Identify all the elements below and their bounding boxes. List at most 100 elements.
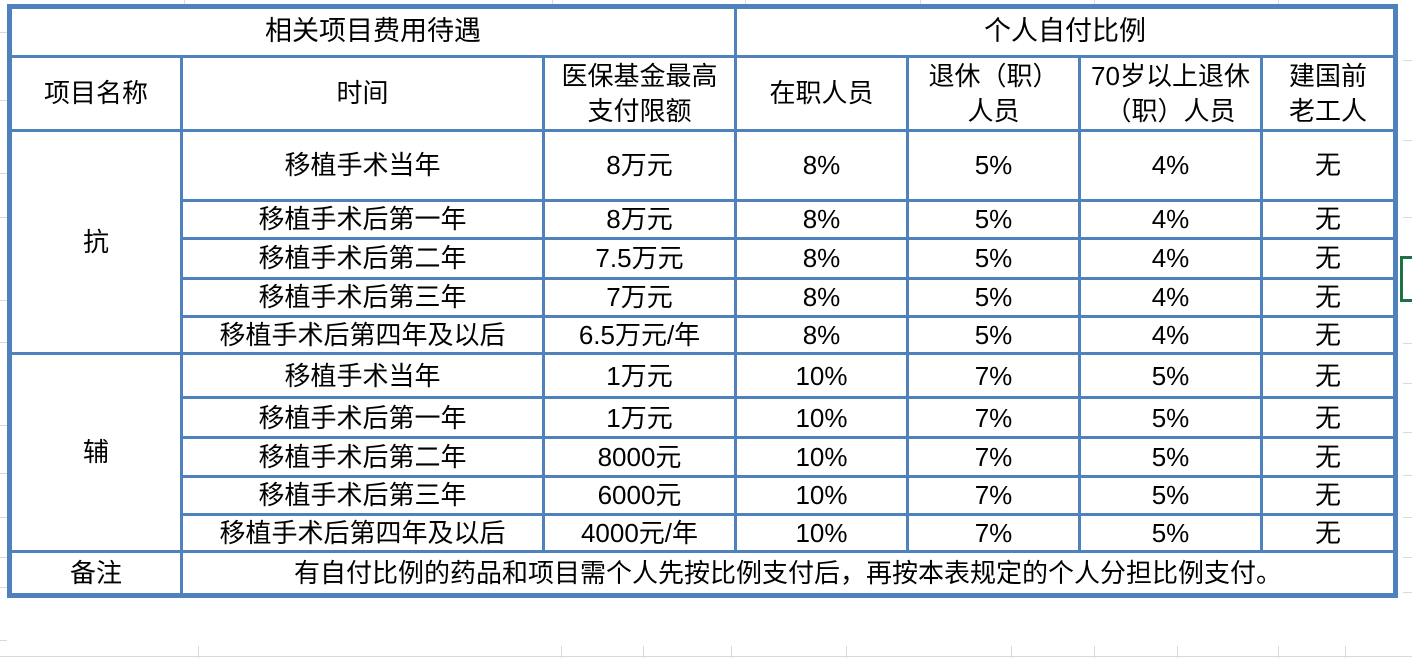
pct-cell-over70[interactable]: 5% <box>1078 352 1263 400</box>
time-cell[interactable]: 移植手术后第四年及以后 <box>180 314 545 356</box>
pct-cell-retired[interactable]: 5% <box>906 237 1081 280</box>
pct-cell-retired[interactable]: 7% <box>906 436 1081 479</box>
pct-cell-retired[interactable]: 7% <box>906 352 1081 400</box>
gridline-stub <box>0 173 7 174</box>
pre1949-cell[interactable]: 无 <box>1260 512 1397 553</box>
pct-cell-over70[interactable]: 4% <box>1078 277 1263 318</box>
limit-cell[interactable]: 8万元 <box>542 199 737 240</box>
table-row: 相关项目费用待遇 个人自付比例 <box>8 5 1397 58</box>
table-row: 移植手术后第三年 7万元 8% 5% 4% 无 <box>10 277 1397 318</box>
col-header-retired[interactable]: 退休（职） 人员 <box>906 55 1081 132</box>
gridline-stub <box>1094 0 1095 4</box>
pct-cell-over70[interactable]: 5% <box>1078 436 1263 479</box>
pct-cell-active[interactable]: 10% <box>734 396 909 440</box>
gridline-stub <box>731 646 732 658</box>
gridline-stub <box>1278 646 1279 658</box>
gridline-stub <box>1177 646 1178 658</box>
time-cell[interactable]: 移植手术后第三年 <box>180 277 545 318</box>
pre1949-cell[interactable]: 无 <box>1260 396 1397 440</box>
pre1949-cell[interactable]: 无 <box>1260 475 1397 516</box>
pre1949-cell[interactable]: 无 <box>1260 277 1397 318</box>
pct-cell-over70[interactable]: 4% <box>1078 237 1263 280</box>
pct-cell-over70[interactable]: 5% <box>1078 475 1263 516</box>
gridline-stub <box>1403 343 1412 344</box>
group-header-aux[interactable]: 辅 <box>8 352 183 553</box>
table-row: 移植手术后第四年及以后 6.5万元/年 8% 5% 4% 无 <box>10 314 1397 356</box>
gridline-stub <box>198 646 199 658</box>
pct-cell-active[interactable]: 10% <box>734 436 909 479</box>
pct-cell-active[interactable]: 8% <box>734 277 909 318</box>
pct-cell-over70[interactable]: 5% <box>1078 512 1263 553</box>
table-row: 辅 移植手术当年 1万元 10% 7% 5% 无 <box>8 352 1397 553</box>
time-cell[interactable]: 移植手术后第二年 <box>180 436 545 479</box>
time-cell[interactable]: 移植手术当年 <box>180 352 545 400</box>
gridline-stub <box>920 0 921 4</box>
col-header-retired-over-70[interactable]: 70岁以上退休 （职）人员 <box>1078 55 1263 132</box>
pct-cell-active[interactable]: 10% <box>734 475 909 516</box>
time-cell[interactable]: 移植手术后第四年及以后 <box>180 512 545 553</box>
col-header-time[interactable]: 时间 <box>180 55 545 132</box>
table-row: 移植手术后第一年 1万元 10% 7% 5% 无 <box>10 396 1397 440</box>
limit-cell[interactable]: 8万元 <box>542 129 737 202</box>
pct-cell-retired[interactable]: 7% <box>906 475 1081 516</box>
pre1949-cell[interactable]: 无 <box>1260 129 1397 202</box>
limit-cell[interactable]: 7.5万元 <box>542 237 737 280</box>
pct-cell-retired[interactable]: 5% <box>906 277 1081 318</box>
pct-cell-active[interactable]: 8% <box>734 129 909 202</box>
pct-cell-active[interactable]: 10% <box>734 512 909 553</box>
gridline-stub <box>1403 517 1412 518</box>
table-row: 备注 有自付比例的药品和项目需个人先按比例支付后，再按本表规定的个人分担比例支付… <box>8 549 1397 597</box>
col-header-pre-founding-workers[interactable]: 建国前 老工人 <box>1260 55 1397 132</box>
pct-cell-retired[interactable]: 5% <box>906 314 1081 356</box>
pct-cell-over70[interactable]: 5% <box>1078 396 1263 440</box>
col-header-project-name[interactable]: 项目名称 <box>8 55 183 132</box>
limit-cell[interactable]: 1万元 <box>542 352 737 400</box>
gridline-stub <box>1403 217 1412 218</box>
time-cell[interactable]: 移植手术后第一年 <box>180 199 545 240</box>
pct-cell-retired[interactable]: 5% <box>906 199 1081 240</box>
col-header-active-employees[interactable]: 在职人员 <box>734 55 909 132</box>
pct-cell-retired[interactable]: 7% <box>906 512 1081 553</box>
pct-cell-active[interactable]: 8% <box>734 314 909 356</box>
col-header-max-fund-payment[interactable]: 医保基金最高 支付限额 <box>542 55 737 132</box>
pct-cell-over70[interactable]: 4% <box>1078 199 1263 240</box>
table-row: 移植手术后第一年 8万元 8% 5% 4% 无 <box>10 199 1397 240</box>
limit-cell[interactable]: 1万元 <box>542 396 737 440</box>
limit-cell[interactable]: 6000元 <box>542 475 737 516</box>
time-cell[interactable]: 移植手术后第一年 <box>180 396 545 440</box>
gridline-stub <box>1278 0 1279 4</box>
limit-cell[interactable]: 7万元 <box>542 277 737 318</box>
table-row: 移植手术后第三年 6000元 10% 7% 5% 无 <box>10 475 1397 516</box>
section-header-self-pay-ratio[interactable]: 个人自付比例 <box>734 5 1397 58</box>
pre1949-cell[interactable]: 无 <box>1260 352 1397 400</box>
pct-cell-over70[interactable]: 4% <box>1078 314 1263 356</box>
group-header-anti[interactable]: 抗 <box>8 128 183 356</box>
gridline-stub <box>0 517 7 518</box>
pct-cell-active[interactable]: 8% <box>734 237 909 280</box>
gridline-stub <box>1345 646 1346 658</box>
note-text-cell[interactable]: 有自付比例的药品和项目需个人先按比例支付后，再按本表规定的个人分担比例支付。 <box>180 549 1397 597</box>
limit-cell[interactable]: 8000元 <box>542 436 737 479</box>
time-cell[interactable]: 移植手术后第二年 <box>180 237 545 280</box>
pre1949-cell[interactable]: 无 <box>1260 436 1397 479</box>
pct-cell-retired[interactable]: 7% <box>906 396 1081 440</box>
table-row: 移植手术后第四年及以后 4000元/年 10% 7% 5% 无 <box>10 512 1397 553</box>
pct-cell-active[interactable]: 10% <box>734 352 909 400</box>
gridline-stub <box>0 217 7 218</box>
gridline-stub <box>1094 646 1095 658</box>
gridline-stub <box>1403 557 1412 558</box>
section-header-project-costs[interactable]: 相关项目费用待遇 <box>8 5 737 58</box>
pre1949-cell[interactable]: 无 <box>1260 237 1397 280</box>
time-cell[interactable]: 移植手术后第三年 <box>180 475 545 516</box>
time-cell[interactable]: 移植手术当年 <box>180 129 545 202</box>
pre1949-cell[interactable]: 无 <box>1260 314 1397 356</box>
gridline-stub <box>1403 140 1412 141</box>
pct-cell-retired[interactable]: 5% <box>906 129 1081 202</box>
pre1949-cell[interactable]: 无 <box>1260 199 1397 240</box>
pct-cell-over70[interactable]: 4% <box>1078 129 1263 202</box>
note-label-cell[interactable]: 备注 <box>8 549 183 597</box>
limit-cell[interactable]: 6.5万元/年 <box>542 314 737 356</box>
pct-cell-active[interactable]: 8% <box>734 199 909 240</box>
selected-cell-outline[interactable] <box>1400 256 1412 302</box>
limit-cell[interactable]: 4000元/年 <box>542 512 737 553</box>
